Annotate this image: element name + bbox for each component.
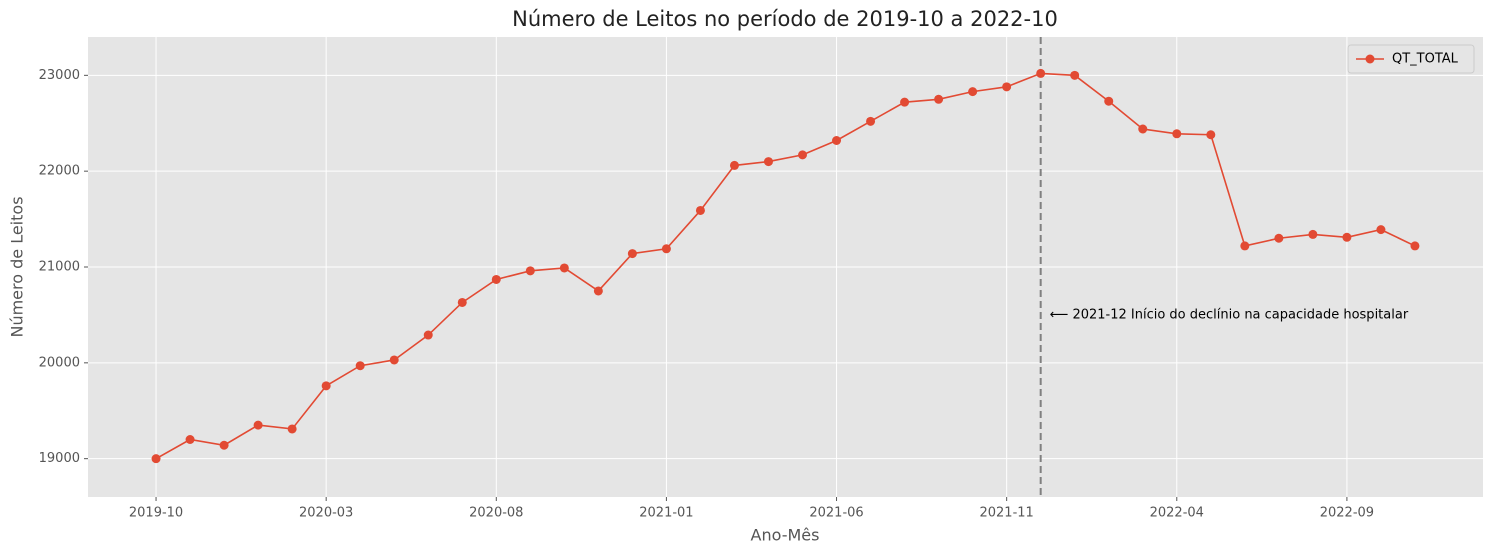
- x-tick-label: 2019-10: [129, 506, 183, 521]
- data-point: [287, 424, 297, 434]
- data-point: [1104, 96, 1114, 106]
- data-point: [151, 454, 161, 464]
- data-point: [627, 249, 637, 259]
- x-tick-label: 2022-04: [1150, 506, 1204, 521]
- data-point: [1036, 68, 1046, 78]
- data-point: [253, 420, 263, 430]
- y-axis-label: Número de Leitos: [8, 196, 27, 337]
- data-point: [832, 136, 842, 145]
- data-point: [457, 297, 467, 307]
- data-point: [321, 381, 331, 391]
- x-tick-label: 2020-08: [469, 506, 523, 521]
- data-point: [1342, 232, 1352, 242]
- data-point: [661, 244, 671, 254]
- chart-title: Número de Leitos no período de 2019-10 a…: [512, 7, 1058, 31]
- data-point: [968, 87, 978, 97]
- data-point: [491, 274, 501, 284]
- data-point: [900, 97, 910, 107]
- data-point: [1206, 130, 1216, 140]
- data-point: [389, 355, 399, 365]
- data-point: [1172, 129, 1182, 139]
- x-tick-label: 2021-06: [809, 506, 863, 521]
- data-point: [1410, 241, 1420, 251]
- data-point: [525, 266, 535, 276]
- data-point: [423, 330, 433, 340]
- data-point: [934, 94, 944, 104]
- data-point: [763, 157, 773, 167]
- x-tick-label: 2020-03: [299, 506, 353, 521]
- data-point: [1274, 233, 1284, 243]
- x-tick-label: 2021-11: [979, 506, 1033, 521]
- legend-marker: [1365, 54, 1375, 64]
- x-tick-label: 2021-01: [639, 506, 693, 521]
- data-point: [559, 263, 569, 273]
- legend-box: [1347, 44, 1475, 74]
- y-tick-label: 20000: [39, 355, 80, 370]
- series-line: [155, 72, 1416, 460]
- data-point: [1376, 225, 1386, 235]
- y-tick-label: 19000: [39, 451, 80, 466]
- data-point: [695, 205, 705, 215]
- legend-label: QT_TOTAL: [1392, 52, 1459, 67]
- x-axis-label: Ano-Mês: [751, 526, 820, 545]
- data-point: [798, 150, 808, 160]
- data-point: [1240, 241, 1250, 251]
- data-point: [593, 286, 603, 296]
- y-tick-label: 21000: [39, 260, 80, 275]
- data-point: [866, 116, 876, 126]
- x-tick-label: 2022-09: [1320, 506, 1374, 521]
- annotation: ⟵ 2021-12 Início do declínio na capacida…: [1050, 307, 1409, 322]
- data-point: [1138, 124, 1148, 134]
- y-tick-label: 22000: [39, 164, 80, 179]
- data-point: [185, 435, 195, 444]
- data-point: [1070, 70, 1080, 80]
- data-point: [355, 361, 365, 371]
- data-point: [729, 160, 739, 170]
- y-tick-label: 23000: [39, 68, 80, 83]
- data-point: [219, 440, 229, 450]
- data-point: [1308, 229, 1318, 239]
- data-point: [1002, 82, 1012, 92]
